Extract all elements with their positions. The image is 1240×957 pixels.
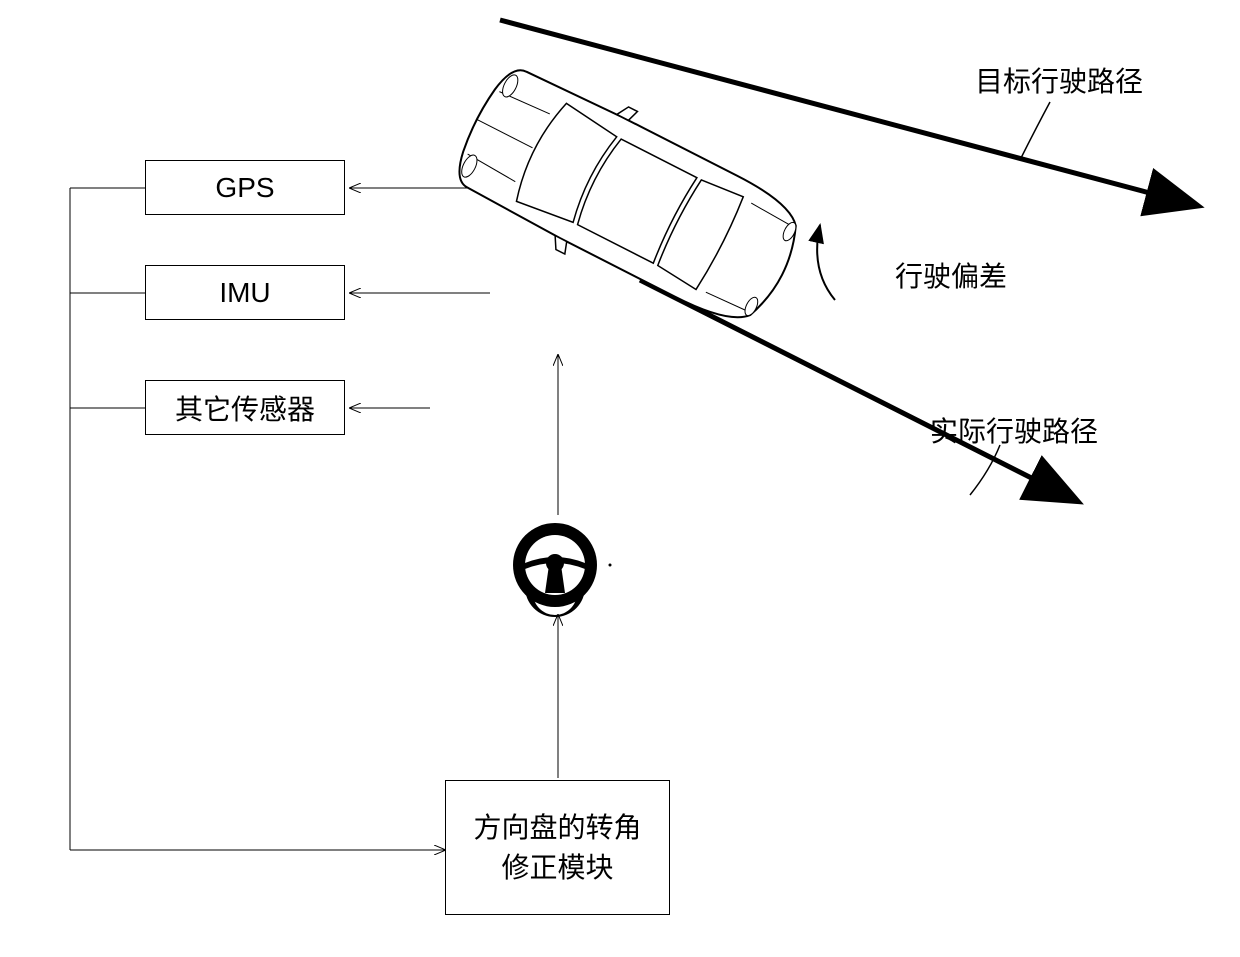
correction-module-box: 方向盘的转角 修正模块	[445, 780, 670, 915]
deviation-label: 行驶偏差	[895, 255, 1007, 295]
other-sensor-label: 其它传感器	[175, 388, 315, 428]
car-icon	[440, 48, 818, 346]
other-sensor-box: 其它传感器	[145, 380, 345, 435]
reference-dot	[609, 564, 612, 567]
imu-sensor-box: IMU	[145, 265, 345, 320]
imu-label: IMU	[219, 277, 270, 309]
target-path-leader	[1020, 102, 1050, 160]
module-label: 方向盘的转角 修正模块	[473, 808, 641, 886]
target-path-label: 目标行驶路径	[975, 60, 1143, 100]
deviation-curve-arrow	[817, 225, 835, 300]
actual-path-label: 实际行驶路径	[930, 410, 1098, 450]
actual-path-arrow	[640, 280, 1075, 500]
steering-wheel-icon	[513, 523, 597, 617]
gps-sensor-box: GPS	[145, 160, 345, 215]
gps-label: GPS	[215, 172, 274, 204]
